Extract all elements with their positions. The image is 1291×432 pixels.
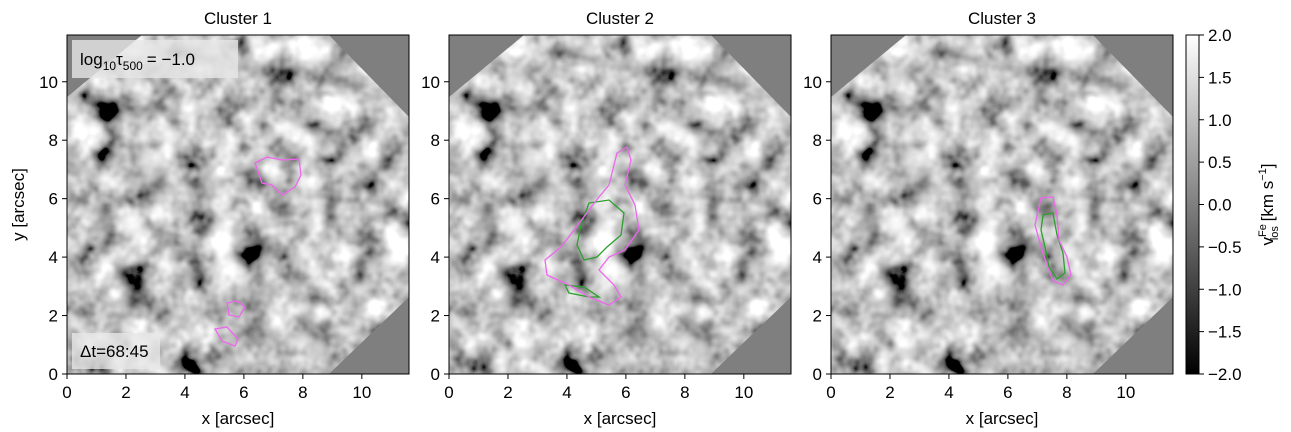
contour-green xyxy=(563,284,602,298)
x-tick-label: 10 xyxy=(734,383,753,402)
y-tick-label: 0 xyxy=(49,365,58,384)
panel-title: Cluster 1 xyxy=(204,9,272,28)
colorbar-tick-label: −1.0 xyxy=(1208,280,1242,299)
y-tick-label: 2 xyxy=(431,307,440,326)
y-tick-label: 0 xyxy=(813,365,822,384)
x-tick-label: 0 xyxy=(444,383,453,402)
y-tick-label: 2 xyxy=(813,307,822,326)
label-part: los xyxy=(1269,226,1281,241)
x-tick-label: 8 xyxy=(1062,383,1071,402)
contour-magenta xyxy=(1034,196,1072,286)
x-axis-label: x [arcsec] xyxy=(584,409,657,428)
y-tick-label: 4 xyxy=(813,248,822,267)
velocity-map xyxy=(831,35,1173,374)
label-part: Fe xyxy=(1257,224,1269,237)
axes-frame xyxy=(448,34,792,375)
x-tick-label: 2 xyxy=(121,383,130,402)
colorbar-tick-label: −2.0 xyxy=(1208,365,1242,384)
x-tick-label: 2 xyxy=(885,383,894,402)
x-axis-label: x [arcsec] xyxy=(966,409,1039,428)
y-tick-label: 8 xyxy=(431,131,440,150)
axes-frame xyxy=(66,34,410,375)
y-tick-label: 6 xyxy=(49,190,58,209)
y-tick-label: 10 xyxy=(803,73,822,92)
y-tick-label: 8 xyxy=(813,131,822,150)
annotation-part: log xyxy=(80,50,103,69)
contour-magenta xyxy=(544,146,640,306)
label-part: ] xyxy=(1258,163,1277,168)
contour-magenta xyxy=(254,156,302,196)
colorbar-tick-label: 1.0 xyxy=(1208,111,1232,130)
y-tick-label: 6 xyxy=(431,190,440,209)
x-tick-label: 0 xyxy=(826,383,835,402)
panel xyxy=(448,34,792,375)
contour-magenta xyxy=(226,300,246,318)
x-tick-label: 4 xyxy=(180,383,189,402)
panel xyxy=(830,34,1174,375)
colorbar-tick-label: 0.0 xyxy=(1208,196,1232,215)
axes-frame xyxy=(830,34,1174,375)
y-tick-label: 8 xyxy=(49,131,58,150)
annotation-part: τ xyxy=(116,50,123,69)
x-tick-label: 6 xyxy=(1003,383,1012,402)
panel-title: Cluster 2 xyxy=(586,9,654,28)
colorbar-tick-label: −0.5 xyxy=(1208,238,1242,257)
x-tick-label: 6 xyxy=(239,383,248,402)
y-tick-label: 4 xyxy=(49,248,58,267)
label-part: [km s xyxy=(1258,181,1277,226)
annotation-box xyxy=(72,40,238,78)
y-tick-label: 10 xyxy=(39,73,58,92)
x-tick-label: 0 xyxy=(62,383,71,402)
panel xyxy=(66,34,410,375)
x-tick-label: 2 xyxy=(503,383,512,402)
colorbar-tick-label: 1.5 xyxy=(1208,68,1232,87)
contour-green xyxy=(1040,212,1066,280)
annotation-part: = −1.0 xyxy=(147,50,195,69)
label-part: −1 xyxy=(1257,168,1269,181)
label-part: v xyxy=(1258,237,1277,246)
colorbar-tick-label: 0.5 xyxy=(1208,153,1232,172)
panel-title: Cluster 3 xyxy=(968,9,1036,28)
annotation-part: 500 xyxy=(123,59,143,73)
x-tick-label: 4 xyxy=(562,383,571,402)
annotation-box xyxy=(72,333,160,369)
velocity-map xyxy=(449,35,791,374)
colorbar-label: vFelos [km s−1] xyxy=(1257,163,1281,245)
annotation-part: Δt=68:45 xyxy=(80,342,149,361)
x-tick-label: 8 xyxy=(680,383,689,402)
y-tick-label: 10 xyxy=(421,73,440,92)
contour-green xyxy=(576,199,625,261)
x-tick-label: 8 xyxy=(298,383,307,402)
x-tick-label: 6 xyxy=(621,383,630,402)
y-axis-label: y [arcsec] xyxy=(9,168,28,241)
x-tick-label: 10 xyxy=(352,383,371,402)
x-tick-label: 4 xyxy=(944,383,953,402)
y-tick-label: 6 xyxy=(813,190,822,209)
velocity-map xyxy=(67,35,409,374)
y-tick-label: 0 xyxy=(431,365,440,384)
x-tick-label: 10 xyxy=(1116,383,1135,402)
colorbar xyxy=(1185,34,1200,375)
y-tick-label: 4 xyxy=(431,248,440,267)
colorbar-tick-label: 2.0 xyxy=(1208,26,1232,45)
annotation-part: 10 xyxy=(103,59,117,73)
contour-magenta xyxy=(213,326,239,347)
colorbar-tick-label: −1.5 xyxy=(1208,323,1242,342)
annotation: log10τ500 = −1.0 xyxy=(80,50,195,73)
annotation: Δt=68:45 xyxy=(80,342,149,361)
x-axis-label: x [arcsec] xyxy=(202,409,275,428)
y-tick-label: 2 xyxy=(49,307,58,326)
